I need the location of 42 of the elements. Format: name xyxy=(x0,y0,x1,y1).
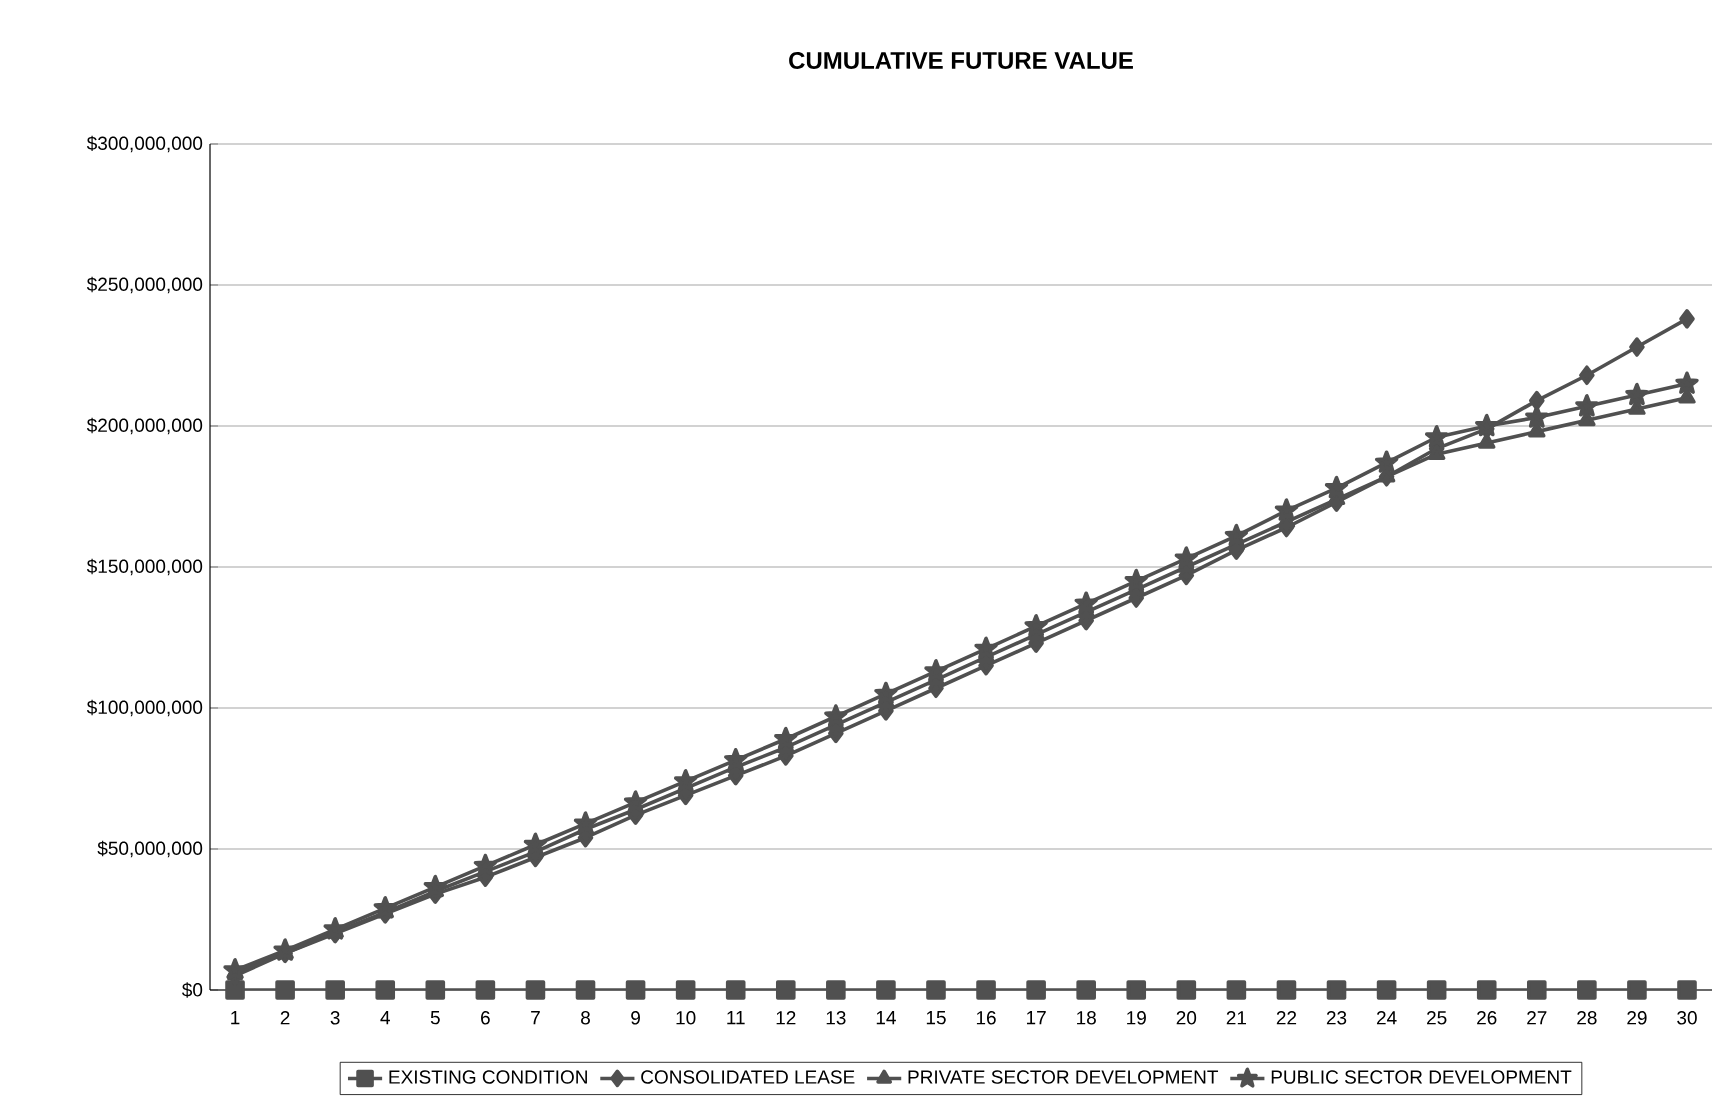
x-tick-label: 20 xyxy=(1176,1011,1197,1025)
y-tick-label: $250,000,000 xyxy=(86,276,203,294)
x-tick-label: 14 xyxy=(876,1011,896,1025)
x-tick-label: 17 xyxy=(1026,1011,1046,1025)
x-tick-label: 7 xyxy=(531,1011,540,1025)
x-tick-label: 26 xyxy=(1477,1011,1497,1025)
x-tick-label: 12 xyxy=(776,1011,796,1025)
x-tick-label: 23 xyxy=(1326,1011,1347,1025)
y-tick-label: $100,000,000 xyxy=(86,699,203,717)
x-tick-label: 8 xyxy=(581,1011,590,1025)
x-tick-label: 25 xyxy=(1427,1011,1447,1025)
x-tick-label: 15 xyxy=(926,1011,946,1025)
legend-label: EXISTING CONDITION xyxy=(389,1070,587,1084)
x-tick-label: 5 xyxy=(430,1011,440,1025)
legend-label: CONSOLIDATED LEASE xyxy=(641,1070,855,1084)
y-tick-label: $50,000,000 xyxy=(97,840,203,858)
x-tick-label: 2 xyxy=(280,1011,290,1025)
y-tick-label: $300,000,000 xyxy=(86,135,203,153)
x-tick-label: 3 xyxy=(330,1011,340,1025)
x-tick-label: 29 xyxy=(1627,1011,1647,1025)
y-tick-label: $150,000,000 xyxy=(86,558,203,576)
x-tick-label: 1 xyxy=(231,1011,240,1025)
x-tick-label: 11 xyxy=(727,1011,745,1025)
x-tick-label: 24 xyxy=(1376,1011,1397,1025)
x-tick-label: 13 xyxy=(826,1011,846,1025)
x-tick-label: 30 xyxy=(1677,1011,1697,1025)
chart-title: CUMULATIVE FUTURE VALUE xyxy=(789,51,1133,69)
y-tick-label: $0 xyxy=(182,982,203,998)
x-tick-label: 10 xyxy=(676,1011,696,1025)
x-tick-label: 4 xyxy=(380,1011,390,1025)
x-tick-label: 9 xyxy=(631,1011,640,1025)
x-tick-label: 19 xyxy=(1127,1011,1146,1025)
legend-label: PUBLIC SECTOR DEVELOPMENT xyxy=(1271,1070,1572,1084)
x-tick-label: 22 xyxy=(1276,1011,1297,1025)
x-tick-label: 28 xyxy=(1577,1011,1597,1025)
y-tick-label: $200,000,000 xyxy=(86,417,203,435)
x-tick-label: 6 xyxy=(481,1011,490,1025)
x-tick-label: 16 xyxy=(976,1011,996,1025)
x-tick-label: 18 xyxy=(1077,1011,1096,1025)
x-tick-label: 27 xyxy=(1527,1011,1547,1025)
x-tick-label: 21 xyxy=(1226,1011,1247,1025)
legend-label: PRIVATE SECTOR DEVELOPMENT xyxy=(908,1070,1219,1084)
